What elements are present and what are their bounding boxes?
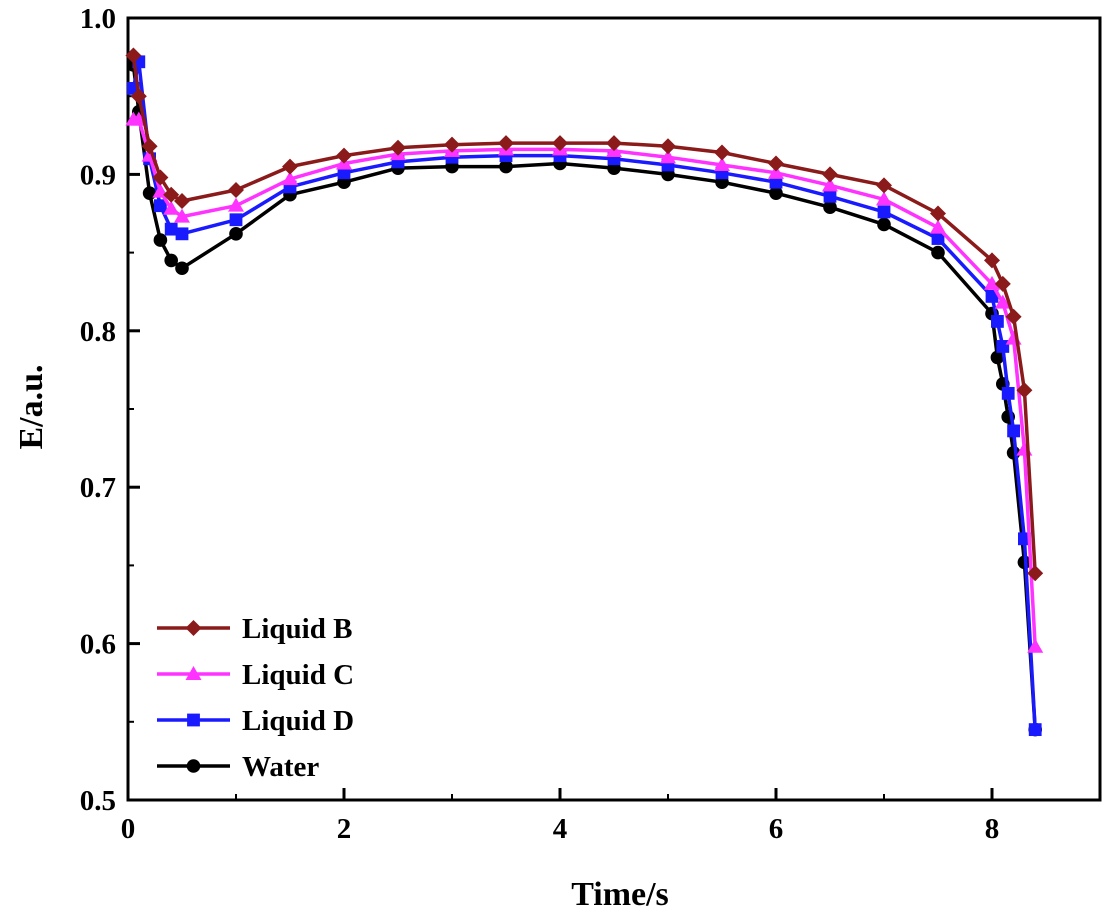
data-point-liquid-b — [174, 192, 190, 209]
legend-marker — [186, 759, 201, 773]
data-point-liquid-c — [768, 164, 784, 179]
series-liquid-b — [125, 47, 1044, 582]
data-point-liquid-d — [931, 232, 945, 245]
y-tick-label: 0.9 — [80, 159, 116, 191]
legend-label: Water — [242, 751, 319, 783]
y-tick-label: 1.0 — [80, 3, 116, 35]
data-point-liquid-b — [876, 177, 892, 194]
data-point-liquid-d — [877, 205, 891, 219]
x-tick-label: 0 — [121, 813, 136, 845]
data-point-liquid-b — [994, 275, 1011, 292]
legend-label: Liquid B — [242, 613, 352, 645]
data-point-liquid-d — [164, 222, 178, 236]
legend-item-liquid-b: Liquid B — [157, 613, 352, 645]
data-point-liquid-b — [660, 138, 676, 155]
series-layer — [125, 47, 1044, 737]
legend-item-liquid-c: Liquid C — [157, 659, 354, 691]
data-point-water — [931, 245, 945, 260]
data-point-liquid-b — [822, 166, 838, 183]
data-point-liquid-d — [991, 315, 1004, 328]
data-point-liquid-c — [984, 275, 1000, 290]
data-point-water — [499, 159, 513, 174]
data-point-liquid-b — [228, 182, 244, 199]
data-point-liquid-d — [337, 166, 351, 180]
data-point-liquid-b — [498, 135, 514, 152]
data-point-liquid-d — [985, 289, 999, 303]
data-point-water — [153, 233, 168, 247]
data-point-liquid-c — [1027, 638, 1044, 653]
data-point-liquid-b — [714, 144, 730, 161]
data-point-liquid-b — [606, 135, 622, 152]
legend-marker — [185, 620, 202, 636]
data-point-water — [990, 350, 1005, 365]
data-point-water — [823, 200, 837, 215]
data-point-liquid-b — [282, 158, 298, 175]
data-point-liquid-c — [163, 200, 180, 215]
y-axis-title: E/a.u. — [13, 364, 50, 449]
data-point-water — [229, 227, 243, 241]
data-point-water — [769, 186, 783, 200]
series-liquid-c — [125, 111, 1044, 653]
data-point-liquid-d — [229, 213, 243, 227]
x-tick-label: 6 — [769, 813, 784, 845]
data-point-liquid-b — [125, 47, 142, 64]
data-point-liquid-c — [930, 219, 946, 234]
y-tick-label: 0.7 — [80, 472, 116, 504]
data-point-liquid-c — [876, 191, 892, 206]
axes: 0 2 4 6 8 0.5 0.6 0.7 0.8 0.9 1.0 — [80, 3, 1102, 845]
y-tick-label: 0.6 — [80, 629, 116, 661]
data-point-water — [142, 186, 157, 200]
data-point-liquid-b — [444, 136, 460, 153]
data-point-liquid-c — [174, 208, 190, 223]
data-point-liquid-b — [141, 138, 158, 155]
data-point-liquid-b — [768, 155, 784, 172]
data-point-liquid-b — [336, 147, 352, 164]
data-point-liquid-b — [390, 139, 406, 156]
x-tick-label: 2 — [337, 813, 352, 845]
y-tick-label: 0.8 — [80, 316, 116, 348]
data-point-liquid-b — [1005, 308, 1022, 325]
data-point-liquid-c — [282, 171, 298, 186]
data-point-liquid-c — [822, 177, 838, 192]
legend-marker — [187, 713, 200, 727]
data-point-liquid-c — [714, 157, 730, 172]
y-tick-label: 0.5 — [80, 785, 116, 817]
x-axis-title: Time/s — [571, 876, 669, 913]
data-point-liquid-b — [163, 186, 180, 203]
legend-marker — [185, 666, 202, 680]
data-point-liquid-d — [1028, 723, 1042, 737]
data-point-liquid-b — [930, 205, 946, 222]
legend-label: Liquid D — [242, 705, 354, 737]
legend-item-water: Water — [157, 751, 319, 783]
data-point-liquid-c — [1005, 330, 1022, 345]
data-point-liquid-d — [769, 175, 783, 189]
data-point-water — [164, 253, 178, 268]
data-point-water — [877, 217, 891, 232]
series-line-liquid-b — [131, 55, 1037, 574]
data-point-liquid-d — [1001, 386, 1015, 400]
data-point-liquid-d — [996, 340, 1010, 353]
data-point-liquid-b — [552, 135, 568, 152]
legend-item-liquid-d: Liquid D — [157, 705, 354, 737]
data-point-water — [175, 261, 189, 276]
legend: Liquid B Liquid C Liquid D Water — [157, 613, 354, 783]
x-tick-label: 8 — [985, 813, 1000, 845]
data-point-liquid-b — [1016, 382, 1033, 399]
legend-label: Liquid C — [242, 659, 354, 691]
data-point-liquid-d — [1007, 424, 1020, 438]
data-point-liquid-b — [1027, 565, 1044, 582]
data-point-liquid-d — [823, 189, 837, 203]
data-point-liquid-c — [660, 149, 676, 164]
x-tick-label: 4 — [553, 813, 568, 845]
data-point-liquid-d — [175, 227, 189, 241]
data-point-liquid-c — [228, 197, 244, 212]
data-point-liquid-c — [994, 294, 1011, 309]
data-point-liquid-b — [152, 169, 169, 186]
data-point-liquid-b — [984, 252, 1000, 269]
data-point-liquid-b — [130, 88, 147, 105]
data-point-liquid-d — [154, 199, 167, 213]
